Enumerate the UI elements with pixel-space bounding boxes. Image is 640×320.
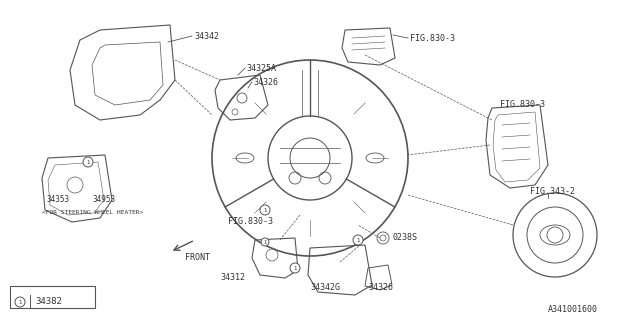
Text: 1: 1 xyxy=(293,266,296,270)
Text: 34353: 34353 xyxy=(46,196,69,204)
Text: FIG.830-3: FIG.830-3 xyxy=(228,218,273,227)
Text: 34342: 34342 xyxy=(194,31,219,41)
Text: FIG.343-2: FIG.343-2 xyxy=(530,188,575,196)
Text: 1: 1 xyxy=(264,207,267,212)
Text: A341001600: A341001600 xyxy=(548,306,598,315)
Text: FIG.830-3: FIG.830-3 xyxy=(500,100,545,108)
Text: 34382: 34382 xyxy=(35,298,62,307)
Text: 34325A: 34325A xyxy=(246,63,276,73)
Text: 34326: 34326 xyxy=(253,77,278,86)
Text: <FOR STEERING WHEEL HEATER>: <FOR STEERING WHEEL HEATER> xyxy=(42,210,143,214)
Text: 1: 1 xyxy=(86,159,90,164)
Text: 34326: 34326 xyxy=(368,284,393,292)
Text: FRONT: FRONT xyxy=(185,253,210,262)
Text: 34342G: 34342G xyxy=(310,284,340,292)
Circle shape xyxy=(83,157,93,167)
Text: 34953: 34953 xyxy=(92,196,115,204)
Circle shape xyxy=(261,238,269,246)
Text: FIG.830-3: FIG.830-3 xyxy=(410,34,455,43)
Circle shape xyxy=(353,235,363,245)
Text: 34312: 34312 xyxy=(220,274,245,283)
Text: 0238S: 0238S xyxy=(392,234,417,243)
Text: 1: 1 xyxy=(356,237,360,243)
Circle shape xyxy=(260,205,270,215)
Text: 1: 1 xyxy=(19,300,22,305)
Circle shape xyxy=(15,297,25,307)
Text: 1: 1 xyxy=(264,239,267,244)
Circle shape xyxy=(290,263,300,273)
